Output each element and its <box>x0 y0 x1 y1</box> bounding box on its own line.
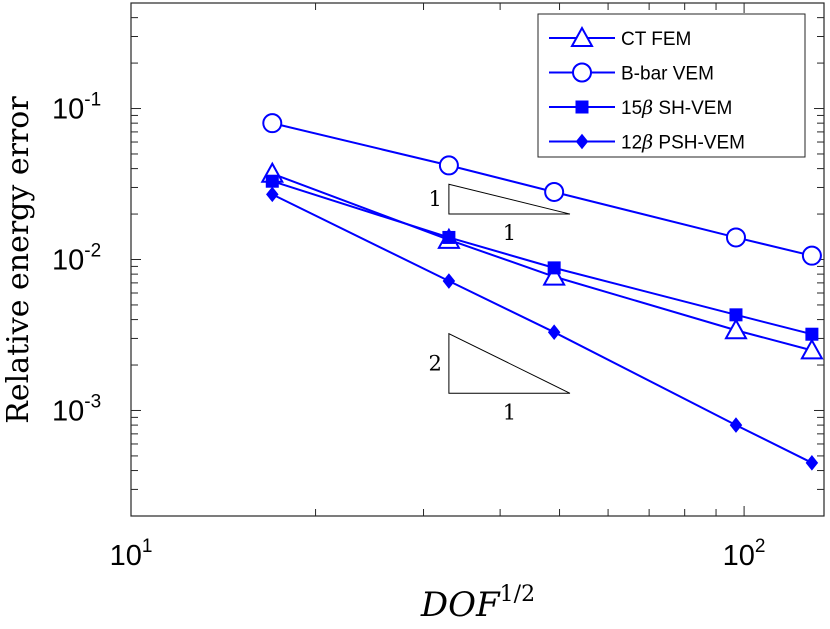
data-point <box>438 155 459 176</box>
legend-label-suffix: SH-VEM <box>653 98 732 119</box>
slope-triangle-shape <box>448 332 571 394</box>
x-tick-label-exponent: 1 <box>142 536 153 557</box>
data-point <box>542 264 566 286</box>
x-tick-label: 101 <box>110 536 153 572</box>
legend-label: 12β PSH-VEM <box>621 132 745 154</box>
slope-run-label: 1 <box>503 400 516 424</box>
data-point <box>729 308 743 322</box>
data-point <box>805 327 819 341</box>
data-point <box>725 227 746 248</box>
data-point <box>442 230 456 244</box>
legend-label: 15β SH-VEM <box>621 97 732 119</box>
slope-rise-label: 1 <box>429 187 442 211</box>
data-point <box>805 455 819 471</box>
legend-item: CT FEM <box>549 25 691 50</box>
x-tick-label: 102 <box>723 536 766 572</box>
legend-label-symbol: β <box>641 97 653 119</box>
data-point <box>262 113 283 134</box>
slope-rise-label: 2 <box>429 351 442 375</box>
data-point <box>547 261 561 275</box>
x-axis-label-base: DOF <box>420 585 501 625</box>
slope-triangle-2: 21 <box>429 332 571 424</box>
x-tick-label-base: 10 <box>723 540 755 572</box>
x-tick-label-exponent: 2 <box>755 536 766 557</box>
slope-run-label: 1 <box>503 221 516 245</box>
data-point <box>544 181 565 202</box>
y-tick-label-exponent: -2 <box>84 241 101 262</box>
legend-label: CT FEM <box>621 29 691 50</box>
y-tick-label-base: 10 <box>52 94 84 126</box>
data-point <box>265 174 279 188</box>
legend-item: 15β SH-VEM <box>549 97 732 119</box>
legend-marker <box>572 62 592 83</box>
legend-label-suffix: PSH-VEM <box>653 133 745 154</box>
y-tick-label: 10-2 <box>52 241 101 277</box>
data-point <box>800 338 824 360</box>
slope-triangle-shape <box>448 183 571 215</box>
y-axis-title: Relative energy error <box>1 96 36 424</box>
y-axis-label: Relative energy error <box>1 96 36 424</box>
y-tick-label: 10-3 <box>52 391 101 427</box>
data-point <box>266 186 279 203</box>
data-point <box>547 324 561 340</box>
legend-label-number: 15 <box>621 98 642 119</box>
legend-label-symbol: β <box>641 132 653 154</box>
legend-marker <box>575 100 589 114</box>
y-tick-label-exponent: -3 <box>84 391 101 412</box>
data-point <box>801 245 822 266</box>
legend-label: B-bar VEM <box>621 64 714 85</box>
x-axis-label: DOF1/2 <box>420 582 535 625</box>
data-point <box>442 273 456 289</box>
x-axis-label-exponent: 1/2 <box>500 582 535 607</box>
series-12-psh-vem <box>266 186 819 471</box>
y-tick-label-base: 10 <box>52 245 84 277</box>
y-tick-label: 10-1 <box>52 90 101 126</box>
y-tick-label-base: 10 <box>52 395 84 427</box>
legend-marker <box>570 25 594 47</box>
x-tick-label-base: 10 <box>110 540 142 572</box>
series-group <box>260 113 824 471</box>
slope-triangle-1: 11 <box>429 183 571 245</box>
legend-item: B-bar VEM <box>549 62 714 85</box>
legend-label-number: 12 <box>621 133 642 154</box>
data-point <box>724 318 748 340</box>
legend-marker <box>575 133 589 150</box>
series-b-bar-vem <box>262 113 822 266</box>
data-point <box>729 417 743 433</box>
y-tick-label-exponent: -1 <box>84 90 101 111</box>
legend-item: 12β PSH-VEM <box>549 132 745 154</box>
